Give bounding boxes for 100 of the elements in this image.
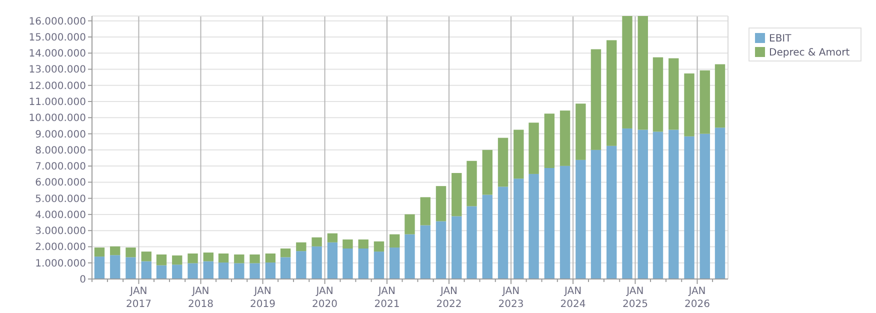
legend-label: EBIT [769,34,792,44]
bar [250,263,260,279]
bar [358,248,368,279]
bar [606,40,617,146]
bar [280,257,291,279]
y-tick-label: 16.000.000 [28,16,86,28]
bar [528,122,539,174]
bar [652,132,664,279]
bar [576,104,586,160]
bar [172,264,182,279]
bar [544,168,555,279]
bar [436,186,446,222]
bar [327,233,338,242]
y-tick-label: 0 [80,274,86,286]
bar [404,214,415,234]
bar [327,242,338,279]
bar [668,58,679,130]
bar [374,241,384,252]
y-tick-label: 15.000.000 [28,32,86,44]
bar [622,16,632,128]
bar [452,172,462,216]
y-tick-label: 13.000.000 [28,64,86,76]
bar [234,254,244,264]
bar [250,254,260,264]
bar [218,254,229,263]
bar [498,186,508,279]
y-tick-label: 5.000.000 [35,194,86,205]
bar [714,128,726,279]
x-tick-label: JAN 2020 [312,286,338,310]
bar [482,194,492,279]
y-tick-label: 8.000.000 [35,145,86,156]
y-tick-label: 14.000.000 [28,48,86,60]
bar [126,257,136,279]
x-tick-label: JAN 2024 [560,286,586,310]
bar [94,248,105,257]
bar [482,150,492,195]
bar [606,146,617,279]
bar [156,265,167,279]
bar [141,261,152,279]
bar [203,261,214,279]
bar [265,262,276,279]
x-tick-label: JAN 2019 [250,286,276,310]
bar [514,130,524,179]
bar [590,49,602,150]
bar [514,178,524,279]
bar [390,234,400,248]
bar [265,254,276,263]
bar [342,248,353,279]
bar [390,248,400,279]
bar [576,160,586,279]
bar [684,73,694,136]
bar [420,197,430,226]
bar [358,239,368,249]
bar [312,237,322,246]
bar [420,225,430,279]
bar [172,255,182,265]
y-tick-label: 9.000.000 [35,129,86,140]
bar [436,221,446,279]
bar [312,246,322,279]
bar [590,150,602,279]
bar [374,252,384,279]
x-tick-label: JAN 2021 [374,286,400,310]
bar [560,166,570,279]
bar [94,256,105,279]
y-tick-label: 2.000.000 [35,242,86,254]
legend-label: Deprec & Amort [769,48,850,58]
bar [110,255,120,279]
bar [466,206,477,279]
y-tick-label: 4.000.000 [35,210,86,221]
bar [528,174,539,279]
x-tick-label: JAN 2023 [498,286,524,310]
bar [452,216,462,279]
bar [156,254,167,266]
bar [638,16,648,130]
bar [638,130,648,279]
bar [714,64,726,128]
bar [404,234,415,279]
x-tick-label: JAN 2025 [622,286,648,310]
bar [560,110,570,166]
x-tick-label: JAN 2026 [684,286,710,310]
y-tick-label: 6.000.000 [35,178,86,189]
bar [652,57,664,132]
y-tick-label: 12.000.000 [28,80,86,92]
bar [684,136,694,279]
bar [234,263,244,279]
x-tick-label: JAN 2017 [126,286,152,310]
x-tick-label: JAN 2018 [188,286,214,310]
y-tick-label: 11.000.000 [28,97,86,108]
bar [700,134,710,279]
bar [296,251,306,279]
bar [498,138,508,187]
bar [622,128,632,279]
bar [296,242,306,252]
bar [466,160,477,206]
bar [203,252,214,262]
bar [544,114,555,168]
bar [188,263,198,279]
bar [218,262,229,279]
y-tick-label: 3.000.000 [35,226,86,238]
bar [668,130,679,279]
